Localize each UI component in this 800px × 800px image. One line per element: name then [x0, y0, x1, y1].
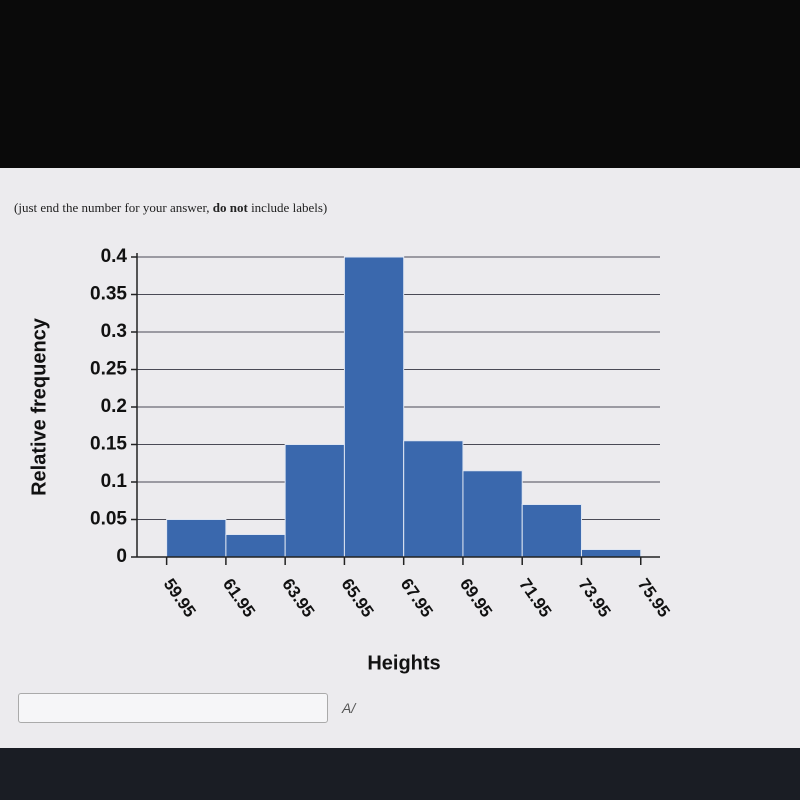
bar [462, 470, 523, 558]
x-tick-label: 73.95 [575, 575, 615, 621]
instruction-text: (just end the number for your answer, [14, 200, 213, 215]
bar [403, 440, 464, 558]
x-tick-label: 59.95 [160, 575, 200, 621]
x-tick-label: 65.95 [337, 575, 377, 621]
taskbar [0, 748, 800, 800]
bar [580, 549, 642, 558]
y-tick-label: 0.05 [90, 509, 127, 530]
answer-input[interactable] [18, 693, 328, 723]
bar [284, 444, 345, 558]
x-tick-label: 69.95 [456, 575, 496, 621]
bar [225, 534, 286, 558]
x-tick-label: 67.95 [397, 575, 437, 621]
y-tick-label: 0.3 [101, 321, 127, 342]
y-tick-label: 0.15 [90, 434, 127, 455]
y-tick-label: 0 [116, 546, 127, 567]
instruction-text: include labels) [247, 200, 328, 215]
bar [521, 504, 582, 558]
y-tick-label: 0.1 [101, 471, 128, 492]
y-tick-label: 0.4 [101, 246, 128, 267]
x-tick-label: 71.95 [515, 575, 555, 621]
bar [343, 256, 405, 558]
x-axis-title: Heights [367, 652, 440, 674]
x-tick-label: 61.95 [219, 575, 259, 621]
instruction-emphasis: do not [212, 200, 248, 215]
y-tick-label: 0.35 [90, 284, 127, 305]
x-tick-label: 75.95 [634, 575, 674, 621]
instruction: (just end the number for your answer, do… [14, 200, 327, 216]
chart: 0 0.05 0.1 0.15 0.2 0.25 0.3 0.35 0.4 59.95 61.95 6… [28, 246, 674, 674]
bar [166, 519, 227, 558]
y-axis-title: Relative frequency [28, 317, 50, 496]
y-tick-label: 0.2 [101, 396, 127, 417]
spellcheck-icon[interactable]: A/ [342, 700, 356, 716]
y-tick-label: 0.25 [90, 359, 127, 380]
x-tick-label: 63.95 [278, 575, 318, 621]
